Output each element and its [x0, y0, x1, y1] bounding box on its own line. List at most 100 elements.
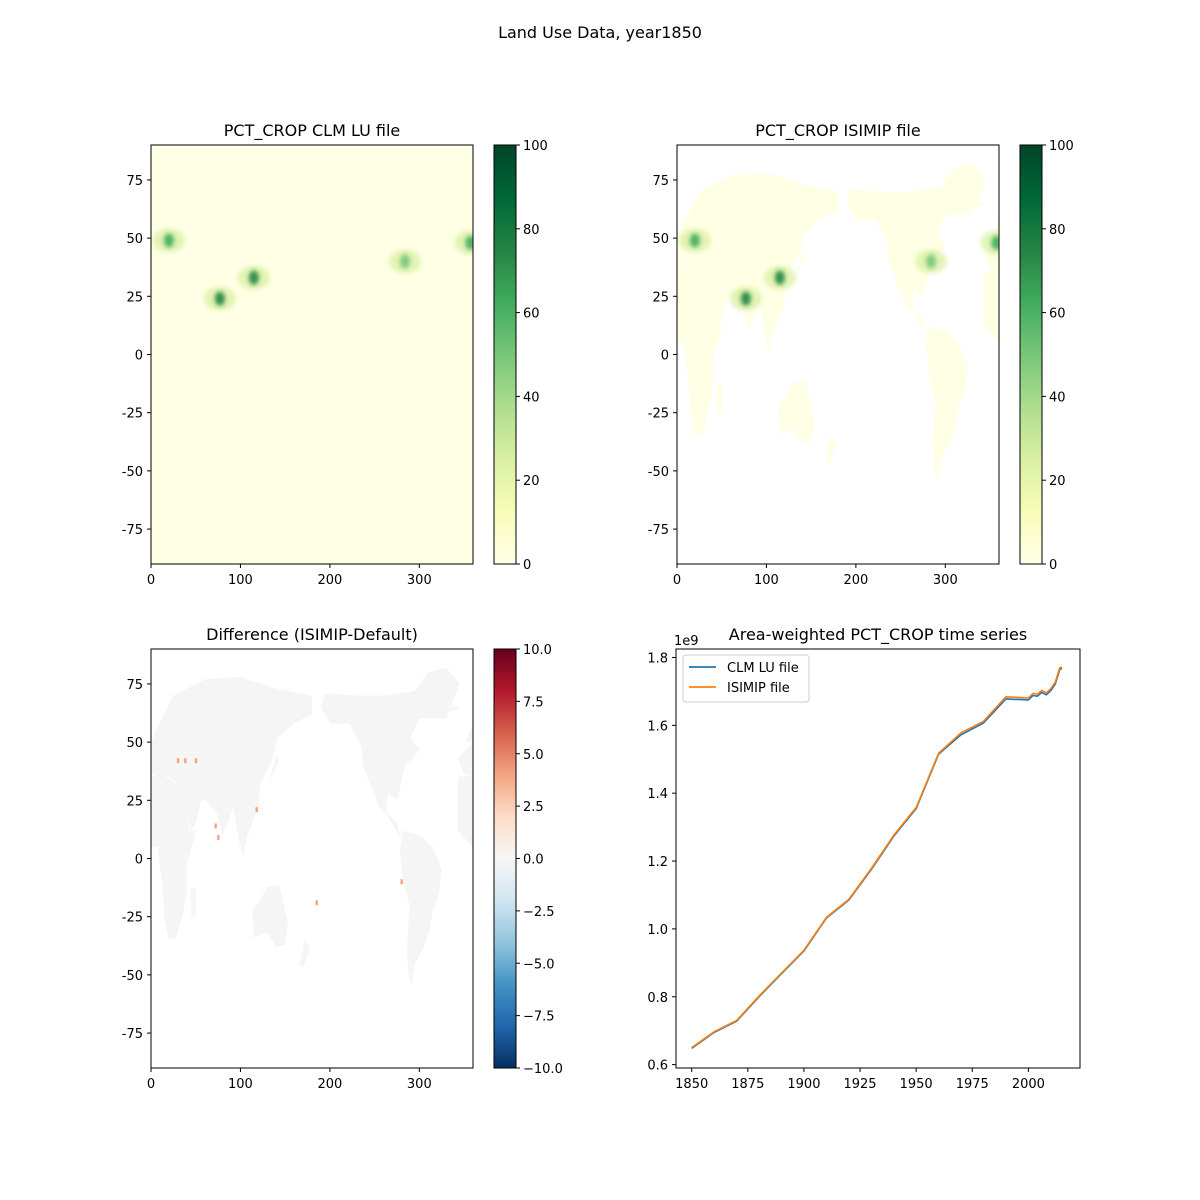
land-region — [151, 268, 197, 436]
y-tick-label: 75 — [126, 678, 143, 693]
colorbar — [1019, 144, 1043, 565]
land-region — [778, 380, 814, 443]
colorbar-tick-label: 2.5 — [523, 800, 544, 815]
y-tick-label: -50 — [648, 465, 669, 480]
cropland-hotspot — [991, 235, 999, 250]
colorbar-tick-label: 10.0 — [523, 643, 552, 658]
colorbar-tick-label: 20 — [523, 474, 540, 489]
legend-label: CLM LU file — [727, 661, 799, 676]
colorbar-tick-label: 0 — [523, 558, 531, 573]
land-region — [972, 200, 986, 208]
colorbar-tick-label: 80 — [1049, 223, 1066, 238]
difference-cell — [400, 879, 403, 885]
y-tick-label: -25 — [648, 407, 669, 422]
difference-map-panel: Difference (ISIMIP-Default) 0 100 200 300 -75… — [122, 625, 563, 1092]
cropland-hotspot — [248, 270, 259, 285]
colorbar-tick-label: −7.5 — [523, 1010, 555, 1025]
land-region — [267, 753, 279, 787]
cropland-hotspot — [926, 254, 937, 269]
land-region — [190, 384, 196, 413]
colorbar-tick-label: 60 — [1049, 307, 1066, 322]
colorbar-tick-label: 100 — [523, 139, 548, 154]
colorbar-tick-label: 5.0 — [523, 748, 544, 763]
x-tick-label: 1900 — [787, 1077, 820, 1092]
figure-suptitle: Land Use Data, year1850 — [498, 23, 702, 42]
colorbar-tick-label: 40 — [523, 390, 540, 405]
x-tick-label: 300 — [407, 1077, 432, 1092]
colorbar — [493, 648, 517, 1069]
land-region — [446, 704, 460, 712]
y-tick-label: 1.6 — [647, 719, 668, 734]
legend: CLM LU file ISIMIP file — [682, 654, 810, 703]
y-offset-label: 1e9 — [674, 634, 699, 649]
x-tick-label: 0 — [147, 573, 155, 588]
land-region — [677, 268, 723, 436]
colorbar-tick-label: 0.0 — [523, 853, 544, 868]
colorbar-tick-label: 20 — [1049, 474, 1066, 489]
cropland-hotspot — [689, 233, 700, 248]
y-tick-label: 50 — [652, 232, 669, 247]
y-tick-label: 1.2 — [647, 855, 668, 870]
cropland-hotspot — [465, 235, 473, 250]
difference-cell — [214, 823, 217, 829]
map-plot-area — [677, 163, 999, 483]
land-region — [151, 172, 312, 353]
x-tick-label: 2000 — [1012, 1077, 1045, 1092]
map-plot-area — [151, 667, 473, 987]
land-region — [457, 742, 473, 775]
colorbar-tick-label: 100 — [1049, 139, 1074, 154]
y-tick-label: 0.6 — [647, 1059, 668, 1074]
x-tick-label: 1925 — [843, 1077, 876, 1092]
land-region — [846, 163, 986, 336]
x-tick-label: 1875 — [731, 1077, 764, 1092]
colorbar — [493, 144, 517, 565]
x-tick-label: 100 — [228, 573, 253, 588]
cropland-hotspot — [774, 270, 785, 285]
y-tick-label: 1.4 — [647, 787, 668, 802]
land-region — [399, 326, 442, 483]
y-tick-label: 1.8 — [647, 651, 668, 666]
land-region — [793, 249, 805, 283]
x-tick-label: 300 — [407, 573, 432, 588]
land-region — [457, 270, 473, 343]
colorbar-tick-label: −2.5 — [523, 905, 555, 920]
map-plot-area — [151, 145, 473, 564]
map-title: PCT_CROP ISIMIP file — [755, 121, 920, 141]
x-tick-label: 1950 — [900, 1077, 933, 1092]
y-tick-label: 25 — [126, 794, 143, 809]
cropland-hotspot — [400, 254, 411, 269]
y-tick-label: 0 — [135, 349, 143, 364]
y-tick-label: 0.8 — [647, 991, 668, 1006]
land-region — [299, 436, 311, 464]
x-tick-label: 100 — [228, 1077, 253, 1092]
land-region — [267, 249, 279, 283]
y-tick-label: 0 — [135, 853, 143, 868]
y-tick-label: 0 — [661, 349, 669, 364]
colorbar-tick-label: 0 — [1049, 558, 1057, 573]
land-region — [252, 380, 288, 443]
difference-cell — [176, 758, 180, 764]
land-region — [151, 676, 312, 857]
map-title: PCT_CROP CLM LU file — [224, 121, 400, 141]
y-tick-label: 75 — [652, 174, 669, 189]
colorbar-tick-label: 40 — [1049, 390, 1066, 405]
y-tick-label: -25 — [122, 407, 143, 422]
timeseries-panel: Area-weighted PCT_CROP time series 1e9 185… — [647, 625, 1081, 1092]
y-tick-label: -75 — [122, 523, 143, 538]
x-tick-label: 200 — [843, 573, 868, 588]
difference-cell — [194, 758, 198, 764]
difference-cell — [255, 807, 259, 813]
x-tick-label: 1850 — [675, 1077, 708, 1092]
land-region — [716, 384, 722, 413]
land-region — [399, 830, 442, 987]
land-region — [299, 940, 311, 968]
land-region — [151, 772, 197, 940]
x-tick-label: 200 — [317, 573, 342, 588]
y-tick-label: 25 — [652, 290, 669, 305]
legend-label: ISIMIP file — [727, 681, 790, 696]
land-region — [983, 270, 999, 343]
series-line-1 — [691, 666, 1063, 1049]
x-tick-label: 0 — [147, 1077, 155, 1092]
